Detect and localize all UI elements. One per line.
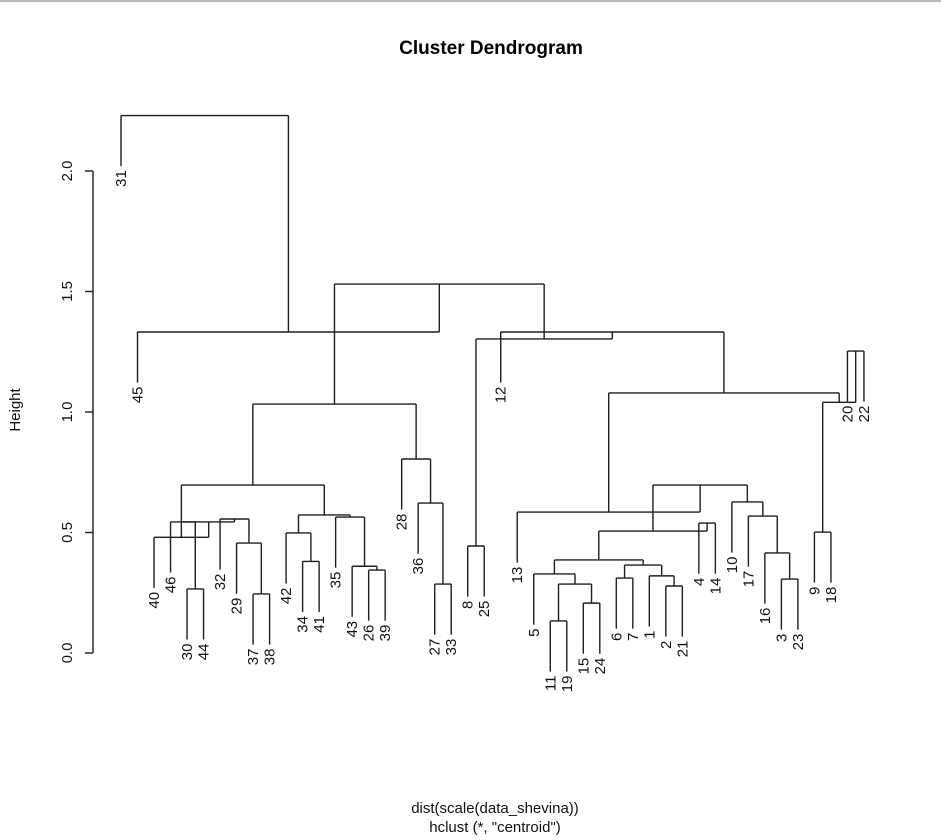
leaf-label: 14 [707, 578, 724, 595]
leaf-label: 1 [641, 630, 658, 638]
leaf-label: 11 [542, 676, 559, 692]
leaf-label: 30 [179, 644, 196, 661]
leaf-label: 41 [311, 616, 328, 633]
leaf-label: 26 [361, 625, 378, 642]
leaf-label: 12 [493, 387, 510, 404]
dendrogram-tree [120, 114, 865, 672]
leaf-label: 20 [839, 406, 856, 423]
leaf-label: 33 [443, 639, 460, 656]
leaf-label: 6 [608, 633, 625, 641]
y-axis-label: Height [7, 387, 24, 431]
window-top-border [0, 0, 941, 2]
leaf-label: 43 [344, 621, 361, 638]
y-tick-label: 1.5 [59, 281, 76, 302]
leaf-label: 29 [229, 598, 246, 615]
leaf-label: 27 [427, 639, 444, 656]
leaf-label: 45 [130, 387, 147, 404]
leaf-label: 18 [823, 587, 840, 604]
chart-title: Cluster Dendrogram [399, 38, 583, 59]
leaf-label: 9 [806, 587, 823, 595]
leaf-label: 5 [526, 629, 543, 637]
leaf-label: 34 [295, 616, 312, 633]
leaf-label: 21 [674, 641, 691, 658]
leaf-label: 44 [196, 644, 213, 661]
leaf-label: 25 [476, 601, 493, 618]
leaf-label: 23 [790, 634, 807, 651]
leaf-label: 17 [740, 571, 757, 588]
leaf-label: 15 [575, 658, 592, 675]
leaf-label: 35 [328, 572, 345, 589]
y-axis: 0.0 0.5 1.0 1.5 2.0 [59, 161, 94, 664]
leaf-label: 32 [212, 574, 229, 591]
leaf-label: 2 [658, 641, 675, 649]
leaf-label: 7 [625, 633, 642, 641]
leaf-label: 10 [724, 557, 741, 574]
leaf-label: 38 [262, 649, 279, 666]
method-subtitle: hclust (*, "centroid") [429, 819, 561, 836]
y-tick-label: 0.0 [59, 643, 76, 664]
leaf-label: 37 [245, 649, 262, 666]
leaf-label: 31 [113, 170, 130, 187]
leaf-label: 4 [691, 578, 708, 586]
leaf-label: 19 [559, 676, 576, 693]
leaf-label: 8 [460, 601, 477, 609]
leaf-label: 28 [394, 514, 411, 531]
leaf-label: 22 [856, 406, 873, 423]
leaf-label: 3 [773, 634, 790, 642]
y-tick-label: 0.5 [59, 522, 76, 543]
y-tick-label: 2.0 [59, 161, 76, 182]
leaf-label: 40 [146, 592, 163, 609]
leaf-label: 39 [377, 625, 394, 642]
x-axis-label: dist(scale(data_shevina)) [411, 800, 579, 817]
leaf-label: 46 [163, 577, 180, 594]
leaf-label: 42 [278, 588, 295, 605]
leaf-label: 36 [410, 558, 427, 575]
leaf-label: 13 [509, 567, 526, 584]
leaf-label: 16 [757, 608, 774, 625]
y-tick-label: 1.0 [59, 402, 76, 423]
leaf-label: 24 [592, 658, 609, 675]
